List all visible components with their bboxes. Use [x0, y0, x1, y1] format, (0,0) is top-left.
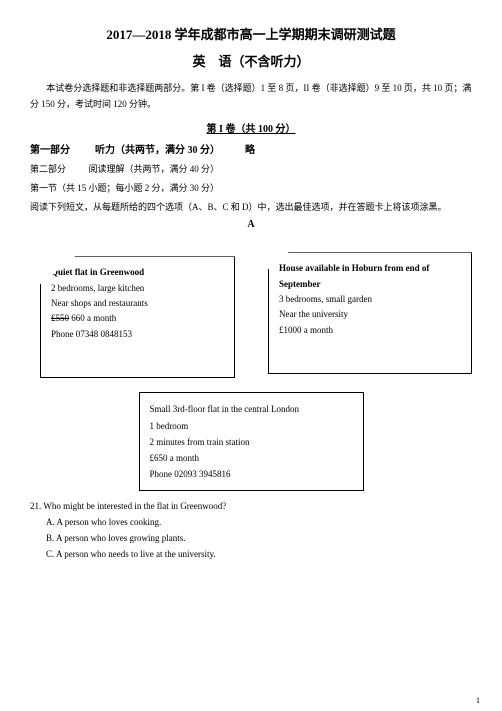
volume-heading: 第 I 卷（共 100 分）: [30, 120, 472, 135]
instructions-line: 阅读下列短文，从每题所给的四个选项（A、B、C 和 D）中，选出最佳选项，并在答…: [30, 200, 472, 213]
part2-row: 第二部分 阅读理解（共两节，满分 40 分）: [30, 162, 472, 175]
ad2-title: House available in Hoburn from end of Se…: [279, 261, 461, 292]
ad3-line2: 2 minutes from train station: [150, 434, 353, 450]
ad-box3-wrap: Small 3rd-floor flat in the central Lond…: [30, 392, 472, 491]
exam-subtitle: 英 语（不含听力）: [30, 51, 472, 70]
section1-line: 第一节（共 15 小题；每小题 2 分，满分 30 分）: [30, 181, 472, 194]
ad3-line1: 1 bedroom: [150, 418, 353, 434]
option-b: B. A person who loves growing plants.: [46, 533, 472, 543]
ad1-line2: Near shops and restaurants: [51, 296, 224, 311]
ad-boxes-row: Quiet flat in Greenwood 2 bedrooms, larg…: [30, 238, 472, 388]
option-a: A. A person who loves cooking.: [46, 517, 472, 527]
ad-box-london: Small 3rd-floor flat in the central Lond…: [139, 392, 364, 491]
part1-tail: 略: [245, 145, 255, 156]
ad3-line4: Phone 02093 3945816: [150, 466, 353, 482]
ad1-line3: £550 660 a month: [51, 311, 224, 326]
part1-desc: 听力（共两节，满分 30 分）: [95, 145, 220, 156]
question-stem: 21. Who might be interested in the flat …: [30, 501, 472, 511]
exam-intro: 本试卷分选择题和非选择题两部分。第 I 卷（选择题）1 至 8 页，II 卷（非…: [30, 80, 472, 112]
exam-main-title: 2017—2018 学年成都市高一上学期期末调研测试题: [30, 24, 472, 43]
ad1-title: Quiet flat in Greenwood: [51, 265, 224, 280]
part2-desc: 阅读理解（共两节，满分 40 分）: [89, 164, 220, 174]
part2-label: 第二部分: [30, 164, 66, 174]
ad3-line3: £650 a month: [150, 450, 353, 466]
ad1-line1: 2 bedrooms, large kitchen: [51, 281, 224, 296]
part1-label: 第一部分: [30, 145, 70, 156]
passage-letter: A: [30, 219, 472, 230]
ad1-line4: Phone 07348 0848153: [51, 327, 224, 342]
option-c: C. A person who needs to live at the uni…: [46, 549, 472, 559]
ad2-line1: 3 bedrooms, small garden: [279, 292, 461, 307]
ad2-line3: £1000 a month: [279, 323, 461, 338]
ad3-title: Small 3rd-floor flat in the central Lond…: [150, 401, 353, 417]
ad2-line2: Near the university: [279, 307, 461, 322]
ad-box-hoburn: House available in Hoburn from end of Se…: [268, 252, 472, 374]
ad-box-greenwood: Quiet flat in Greenwood 2 bedrooms, larg…: [40, 256, 235, 378]
part1-row: 第一部分 听力（共两节，满分 30 分） 略: [30, 141, 472, 156]
page-number: 1: [476, 696, 480, 705]
